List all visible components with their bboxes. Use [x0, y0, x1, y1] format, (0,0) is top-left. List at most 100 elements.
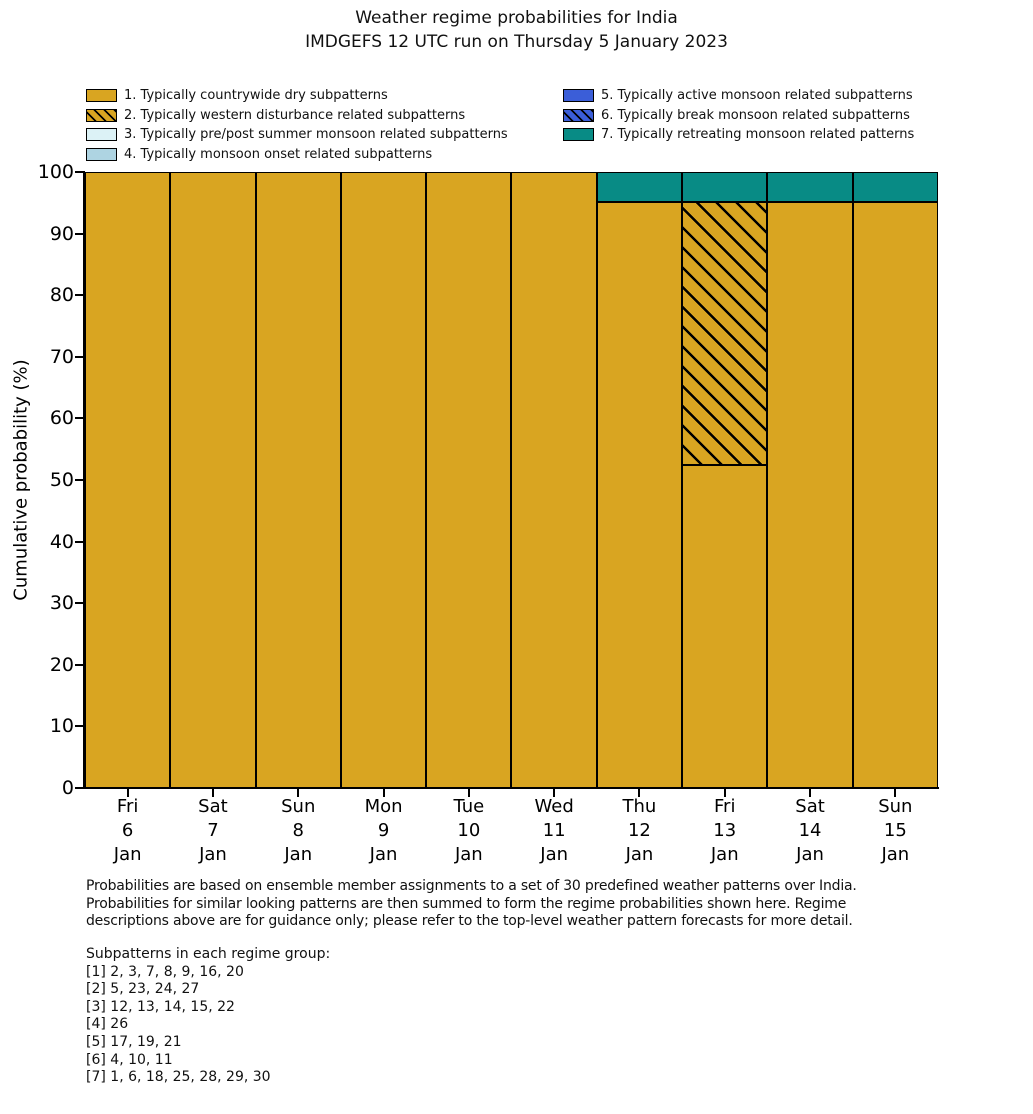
bar-tue-10-jan: [426, 172, 512, 788]
x-tick-label-line: 14: [798, 820, 822, 841]
bar-segment-regime-7: [596, 172, 683, 202]
x-tick-label-fri-6-jan: Fri 6 Jan: [83, 795, 173, 867]
x-tick-label-line: 11: [542, 820, 566, 841]
y-tick-label-10: 10: [49, 715, 74, 738]
y-axis-spine: [83, 171, 85, 789]
x-tick-label-line: Jan: [454, 844, 483, 865]
x-tick-label-line: Mon: [364, 796, 403, 817]
y-tick-label-30: 30: [49, 592, 74, 615]
bar-segment-regime-1: [596, 201, 683, 788]
bar-sun-15-jan: [852, 172, 938, 788]
x-tick-fri-13-jan: [723, 789, 726, 797]
footer-note-line: Probabilities for similar looking patter…: [86, 895, 847, 912]
legend-item-6: 6. Typically break monsoon related subpa…: [563, 106, 914, 126]
legend-swatch-5: [563, 89, 594, 103]
legend-swatch-7: [563, 128, 594, 142]
y-tick-label-50: 50: [49, 469, 74, 491]
x-tick-mon-9-jan: [382, 789, 385, 797]
x-tick-label-line: Jan: [710, 844, 739, 865]
legend-swatch-6-hatched: [563, 108, 594, 122]
x-tick-label-line: Fri: [714, 796, 736, 817]
x-tick-label-line: Sat: [198, 796, 228, 817]
chart-subtitle: IMDGEFS 12 UTC run on Thursday 5 January…: [305, 32, 728, 52]
legend-item-5: 5. Typically active monsoon related subp…: [563, 86, 914, 106]
y-tick-0: [75, 787, 83, 789]
y-tick-label-60: 60: [49, 407, 74, 430]
x-tick-label-line: Sun: [281, 796, 316, 817]
y-tick-30: [75, 602, 83, 605]
bar-thu-12-jan: [596, 172, 683, 788]
y-tick-40: [75, 540, 83, 543]
y-tick-label-40: 40: [49, 530, 74, 553]
subpatterns-line: [1] 2, 3, 7, 8, 9, 16, 20: [86, 963, 244, 980]
y-tick-label-70: 70: [49, 345, 74, 368]
x-tick-sun-15-jan: [894, 789, 897, 797]
x-tick-label-line: Wed: [534, 796, 574, 817]
x-tick-tue-10-jan: [467, 789, 470, 797]
subpatterns-list: Subpatterns in each regime group: [1] 2,…: [86, 946, 686, 1087]
bar-wed-11-jan: [511, 172, 597, 788]
subpatterns-heading: Subpatterns in each regime group:: [86, 946, 331, 962]
x-tick-label-line: Jan: [881, 844, 910, 865]
chart-title-block: Weather regime probabilities for India I…: [0, 6, 1033, 54]
legend-label-4: 4. Typically monsoon onset related subpa…: [124, 147, 433, 163]
x-tick-label-sun-15-jan: Sun 15 Jan: [850, 795, 940, 867]
x-tick-sun-8-jan: [297, 789, 300, 797]
legend-swatch-2-hatched: [86, 108, 117, 122]
bar-segment-regime-1: [852, 201, 938, 788]
footer-note-line: descriptions above are for guidance only…: [86, 913, 853, 930]
x-tick-label-line: Fri: [116, 796, 139, 817]
legend-column-right: 5. Typically active monsoon related subp…: [563, 86, 914, 145]
bar-segment-regime-1: [682, 465, 768, 788]
bar-segment-regime-1: [85, 172, 171, 788]
legend-label-2: 2. Typically western disturbance related…: [124, 107, 466, 123]
subpatterns-line: [6] 4, 10, 11: [86, 1051, 173, 1068]
bar-segment-regime-1: [767, 201, 853, 788]
legend-item-7: 7. Typically retreating monsoon related …: [563, 125, 914, 145]
x-tick-label-line: 9: [377, 820, 390, 841]
x-tick-label-line: 7: [207, 820, 219, 841]
y-tick-90: [75, 232, 83, 235]
bar-segment-regime-7: [682, 172, 768, 202]
bar-sun-8-jan: [255, 172, 341, 788]
subpatterns-line: [2] 5, 23, 24, 27: [86, 981, 200, 998]
bar-segment-regime-1: [340, 172, 427, 788]
x-tick-label-fri-13-jan: Fri 13 Jan: [680, 795, 770, 867]
x-tick-label-line: 13: [713, 820, 737, 841]
x-tick-label-line: Jan: [625, 844, 654, 865]
x-tick-label-line: Sat: [795, 796, 825, 817]
y-tick-label-0: 0: [61, 777, 74, 799]
legend-label-3: 3. Typically pre/post summer monsoon rel…: [124, 127, 508, 143]
legend-item-4: 4. Typically monsoon onset related subpa…: [86, 145, 508, 165]
subpatterns-line: [5] 17, 19, 21: [86, 1033, 182, 1050]
bar-segment-regime-1: [426, 172, 512, 788]
subpatterns-line: [3] 12, 13, 14, 15, 22: [86, 998, 235, 1015]
y-tick-70: [75, 355, 83, 358]
x-tick-label-sun-8-jan: Sun 8 Jan: [253, 795, 343, 867]
x-tick-label-line: Jan: [540, 844, 569, 865]
x-axis-spine: [83, 787, 939, 789]
bar-sat-7-jan: [170, 172, 256, 788]
footer-note-line: Probabilities are based on ensemble memb…: [86, 878, 857, 894]
legend-column-left: 1. Typically countrywide dry subpatterns…: [86, 86, 508, 164]
x-tick-label-line: 10: [457, 820, 481, 841]
legend-swatch-1: [86, 89, 117, 103]
x-tick-label-sat-14-jan: Sat 14 Jan: [765, 795, 855, 867]
x-tick-label-line: Jan: [369, 844, 398, 865]
y-tick-10: [75, 725, 83, 728]
legend-item-1: 1. Typically countrywide dry subpatterns: [86, 86, 508, 106]
x-tick-label-line: Jan: [113, 844, 142, 865]
bar-sat-14-jan: [767, 172, 853, 788]
x-tick-sat-7-jan: [211, 789, 214, 797]
y-tick-label-100: 100: [37, 161, 74, 183]
legend-swatch-3: [86, 128, 117, 142]
footer-note: Probabilities are based on ensemble memb…: [86, 878, 966, 931]
y-tick-50: [75, 479, 83, 481]
y-tick-20: [75, 663, 83, 666]
legend-label-5: 5. Typically active monsoon related subp…: [601, 88, 913, 104]
bar-segment-regime-1: [170, 172, 256, 788]
legend-item-2: 2. Typically western disturbance related…: [86, 106, 508, 126]
x-tick-label-line: Jan: [796, 844, 824, 865]
bar-segment-regime-7: [767, 172, 853, 202]
x-tick-label-line: Jan: [199, 844, 227, 865]
